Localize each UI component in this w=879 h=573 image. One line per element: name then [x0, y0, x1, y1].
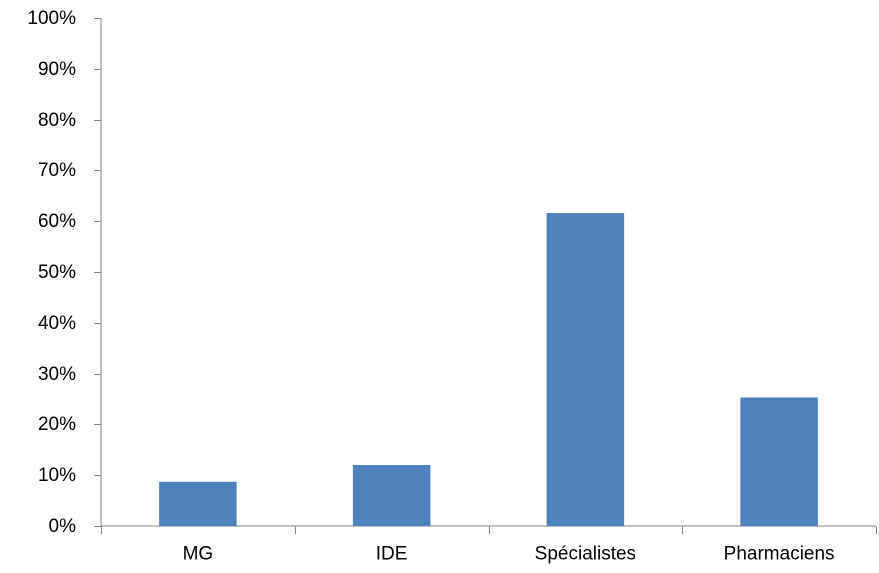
y-tick-label: 90% [38, 59, 76, 80]
y-tick-label: 10% [38, 465, 76, 486]
x-axis: MG IDE Spécialistes Pharmaciens [101, 525, 877, 565]
y-tick-label: 70% [38, 160, 76, 181]
y-tick-label: 0% [49, 516, 77, 537]
y-tick-label: 50% [38, 262, 76, 283]
y-tick-label: 100% [27, 8, 76, 29]
bar [546, 213, 625, 526]
y-tick-label: 80% [38, 110, 76, 131]
y-tick-label: 40% [38, 313, 76, 334]
x-tick-label: IDE [376, 544, 408, 565]
x-tick-label: Pharmaciens [724, 544, 835, 565]
bar [740, 397, 818, 526]
bar [352, 465, 431, 526]
bar [159, 481, 237, 526]
x-tick-label: MG [183, 544, 214, 565]
y-tick-label: 30% [38, 364, 76, 385]
x-axis-ticks: MG IDE Spécialistes Pharmaciens [101, 526, 877, 565]
bar-series [159, 213, 818, 526]
y-axis-ticks: 0% 10% 20% 30% 40% 50% 60% 70% 80% 90% 100% [27, 8, 101, 537]
y-axis: 0% 10% 20% 30% 40% 50% 60% 70% 80% 90% 100% [27, 8, 102, 537]
y-tick-label: 60% [38, 211, 76, 232]
x-tick-label: Spécialistes [535, 544, 636, 565]
y-tick-label: 20% [38, 414, 76, 435]
